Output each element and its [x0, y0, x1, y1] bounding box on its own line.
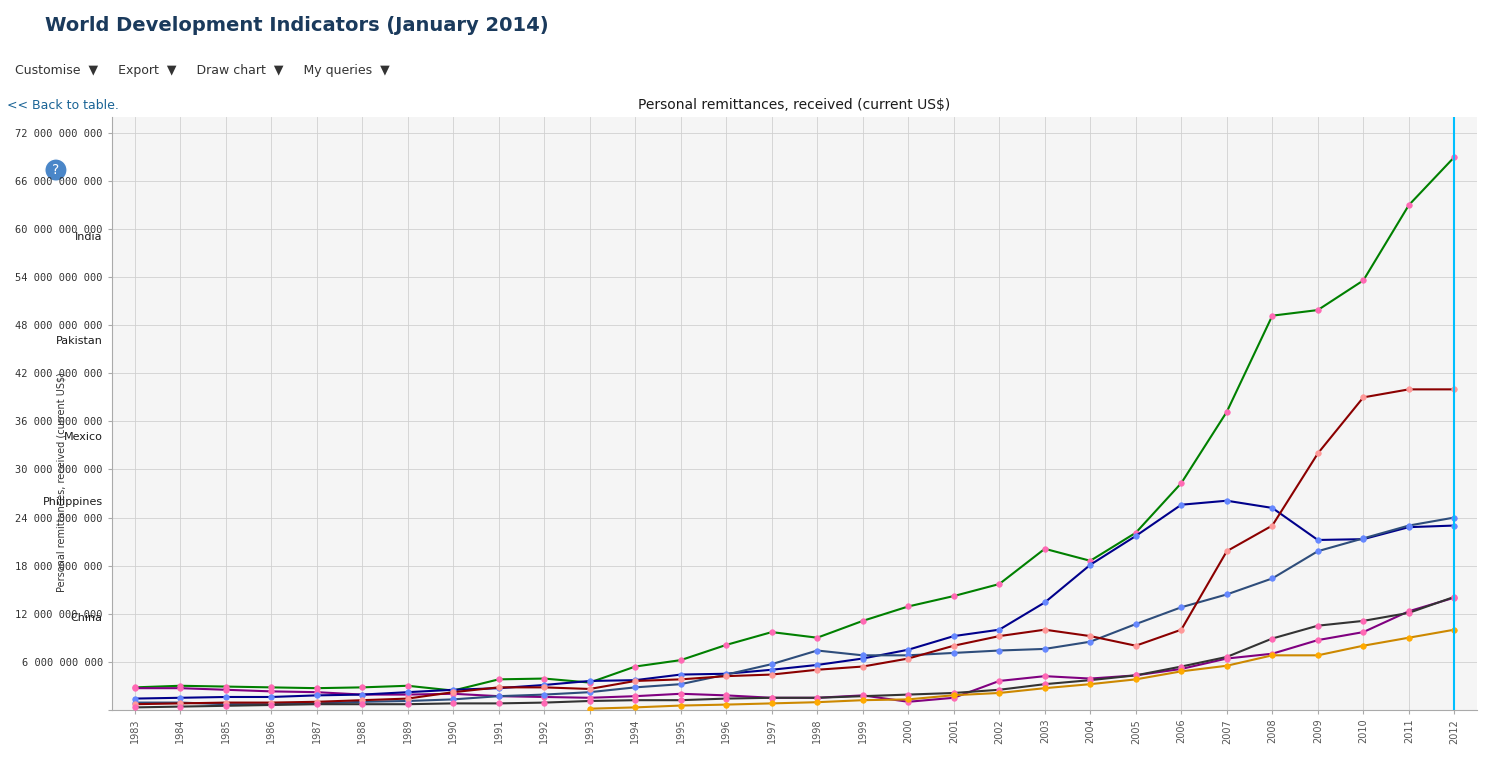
Text: << Back to table.: << Back to table.: [7, 99, 119, 112]
Text: Pakistan: Pakistan: [55, 336, 103, 346]
Text: Personal remittances, received (current US$): Personal remittances, received (current …: [57, 372, 67, 591]
Text: Philippines: Philippines: [43, 497, 103, 506]
Text: ?: ?: [52, 163, 60, 177]
Text: China: China: [70, 612, 103, 622]
Title: Personal remittances, received (current US$): Personal remittances, received (current …: [639, 98, 950, 112]
Text: India: India: [75, 232, 103, 242]
Text: Customise  ▼     Export  ▼     Draw chart  ▼     My queries  ▼: Customise ▼ Export ▼ Draw chart ▼ My que…: [7, 63, 391, 76]
Text: World Development Indicators (January 2014): World Development Indicators (January 20…: [45, 16, 549, 35]
Text: Mexico: Mexico: [64, 432, 103, 442]
